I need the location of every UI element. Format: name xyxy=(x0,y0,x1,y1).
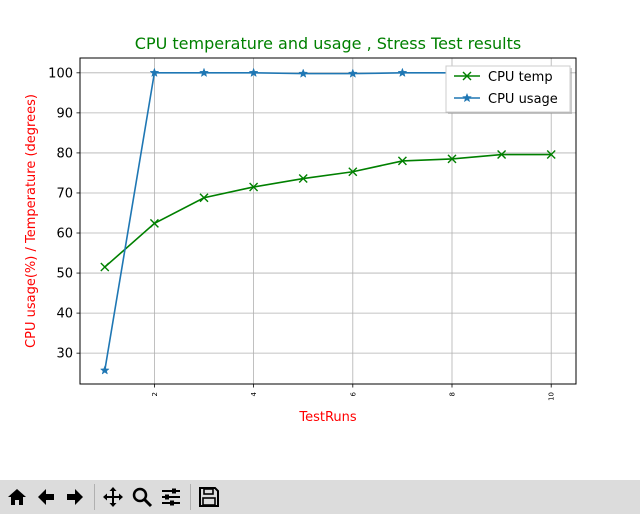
data-point xyxy=(298,68,309,78)
grid-lines xyxy=(80,58,576,384)
x-tick-label: 6 xyxy=(349,391,357,396)
y-axis-label: CPU usage(%) / Temperature (degrees) xyxy=(24,94,39,348)
home-icon xyxy=(8,489,26,505)
data-point xyxy=(546,150,556,160)
data-point xyxy=(99,365,110,375)
back-button[interactable] xyxy=(33,484,59,510)
legend: CPU temp CPU usage xyxy=(445,65,572,114)
toolbar-separator xyxy=(190,484,191,510)
y-tick-label: 80 xyxy=(56,146,73,161)
floppy-disk-icon xyxy=(199,487,219,507)
y-tick-label: 30 xyxy=(56,347,73,362)
data-point xyxy=(347,68,358,78)
y-tick-label: 90 xyxy=(56,106,73,121)
y-tick-label: 70 xyxy=(56,186,73,201)
pan-button[interactable] xyxy=(100,484,126,510)
data-point xyxy=(199,193,209,203)
figure-canvas: CPU temperature and usage , Stress Test … xyxy=(24,34,577,425)
y-tick-label: 100 xyxy=(48,66,73,81)
toolbar-separator xyxy=(94,484,95,510)
magnifier-icon xyxy=(132,487,153,508)
forward-button[interactable] xyxy=(62,484,88,510)
y-tick-label: 50 xyxy=(56,267,73,282)
data-point xyxy=(497,150,507,160)
y-tick-label: 60 xyxy=(56,227,73,242)
data-point xyxy=(348,167,358,177)
y-tick-label: 40 xyxy=(56,307,73,322)
zoom-button[interactable] xyxy=(129,484,155,510)
series-line-1 xyxy=(104,153,552,268)
legend-marker xyxy=(462,71,472,81)
data-point xyxy=(447,154,457,164)
move-icon xyxy=(103,487,123,507)
arrow-right-icon xyxy=(67,489,83,505)
legend-marker xyxy=(462,92,472,103)
data-point xyxy=(149,67,160,78)
data-point xyxy=(149,218,159,228)
data-point xyxy=(249,182,259,192)
legend-label: CPU usage xyxy=(488,92,558,107)
configure-subplots-button[interactable] xyxy=(158,484,184,510)
sliders-icon xyxy=(162,488,180,506)
chart-title: CPU temperature and usage , Stress Test … xyxy=(135,34,521,53)
x-tick-label: 4 xyxy=(250,391,258,396)
axis-ticks: 30 40 50 60 70 80 90 100 2 4 6 8 10 xyxy=(48,66,556,401)
data-point xyxy=(199,67,209,78)
legend-label: CPU temp xyxy=(488,70,553,85)
x-tick-label: 10 xyxy=(548,392,556,401)
save-button[interactable] xyxy=(196,484,222,510)
data-point xyxy=(397,67,408,78)
data-point xyxy=(298,174,308,184)
data-point xyxy=(397,156,407,166)
data-point xyxy=(248,67,259,78)
legend-box xyxy=(445,65,571,113)
plot-area-frame xyxy=(79,57,577,385)
x-tick-label: 8 xyxy=(449,392,457,396)
x-tick-label: 2 xyxy=(151,392,159,396)
home-button[interactable] xyxy=(4,484,30,510)
x-axis-label: TestRuns xyxy=(298,410,357,425)
arrow-left-icon xyxy=(38,489,54,505)
navigation-toolbar xyxy=(0,480,640,514)
data-point xyxy=(100,262,110,272)
